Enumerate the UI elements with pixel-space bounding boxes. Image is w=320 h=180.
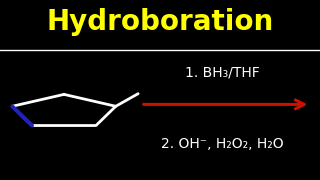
Text: 1. BH₃/THF: 1. BH₃/THF xyxy=(185,65,260,79)
Text: Hydroboration: Hydroboration xyxy=(46,8,274,36)
Text: 2. OH⁻, H₂O₂, H₂O: 2. OH⁻, H₂O₂, H₂O xyxy=(161,137,284,151)
